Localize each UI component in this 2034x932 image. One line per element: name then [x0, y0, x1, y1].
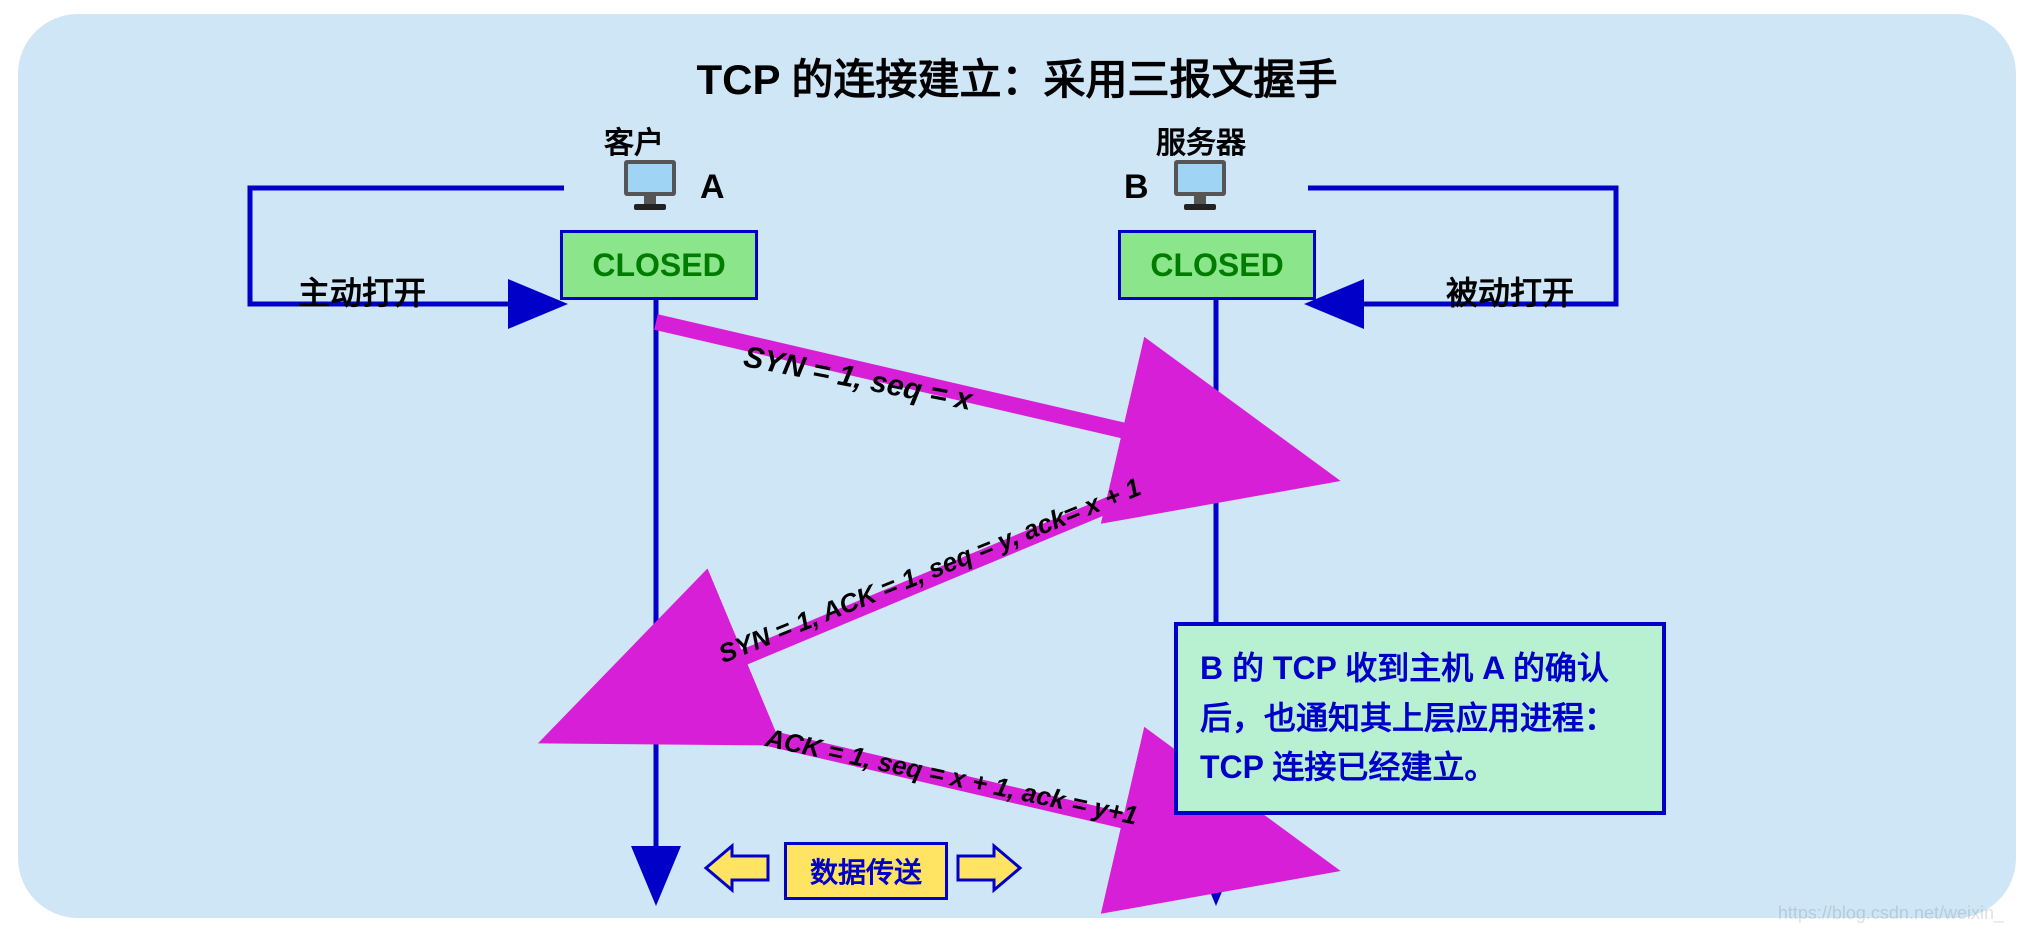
data-transfer-label: 数据传送 [810, 851, 922, 891]
server-monitor-icon [1168, 154, 1232, 218]
data-transfer-box: 数据传送 [784, 842, 948, 900]
info-annotation-text: B 的 TCP 收到主机 A 的确认后，也通知其上层应用进程：TCP 连接已经建… [1200, 650, 1616, 785]
client-open-label: 主动打开 [298, 268, 426, 314]
server-open-label: 被动打开 [1446, 268, 1574, 314]
server-state-box: CLOSED [1118, 230, 1316, 300]
info-annotation-box: B 的 TCP 收到主机 A 的确认后，也通知其上层应用进程：TCP 连接已经建… [1174, 622, 1666, 815]
client-letter: A [700, 168, 725, 207]
client-state-text: CLOSED [592, 247, 725, 284]
client-state-box: CLOSED [560, 230, 758, 300]
diagram-title: TCP 的连接建立：采用三报文握手 [0, 46, 2034, 107]
watermark-text: https://blog.csdn.net/weixin_ [1778, 903, 2004, 924]
diagram-title-text: TCP 的连接建立：采用三报文握手 [697, 56, 1338, 103]
server-letter: B [1124, 168, 1149, 207]
client-monitor-icon [618, 154, 682, 218]
server-state-text: CLOSED [1150, 247, 1283, 284]
